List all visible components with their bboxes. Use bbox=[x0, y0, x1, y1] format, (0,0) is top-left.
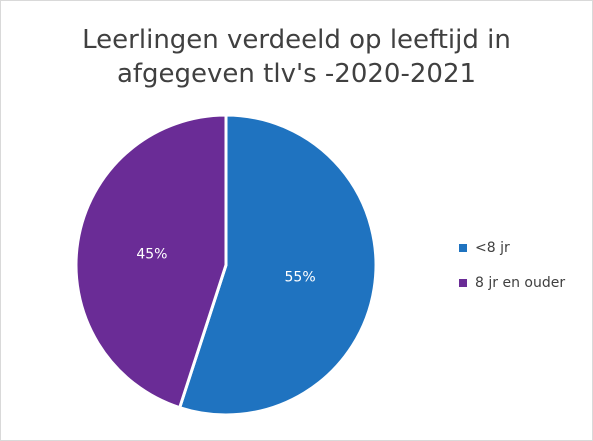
pie-slices bbox=[74, 113, 378, 417]
pie-slice-8-and-older bbox=[74, 113, 228, 410]
chart-title: Leerlingen verdeeld op leeftijd in afgeg… bbox=[1, 23, 592, 91]
legend-label-8-and-older: 8 jr en ouder bbox=[475, 275, 566, 291]
legend-label-under-8: <8 jr bbox=[475, 240, 510, 256]
pie-label-under-8: 55% bbox=[285, 270, 316, 286]
pie-slice-under-8 bbox=[178, 113, 378, 417]
legend-item-8-and-older: 8 jr en ouder bbox=[459, 274, 565, 292]
pie-label-8-and-older: 45% bbox=[136, 246, 167, 262]
legend: <8 jr 8 jr en ouder bbox=[459, 239, 565, 309]
legend-swatch-under-8 bbox=[459, 244, 467, 252]
chart-title-line-2: afgegeven tlv's -2020-2021 bbox=[116, 59, 477, 89]
pie-data-labels: 55% 45% bbox=[136, 246, 315, 285]
legend-item-under-8: <8 jr bbox=[459, 239, 565, 257]
chart-title-line-1: Leerlingen verdeeld op leeftijd in bbox=[82, 25, 511, 55]
legend-swatch-8-and-older bbox=[459, 279, 467, 287]
